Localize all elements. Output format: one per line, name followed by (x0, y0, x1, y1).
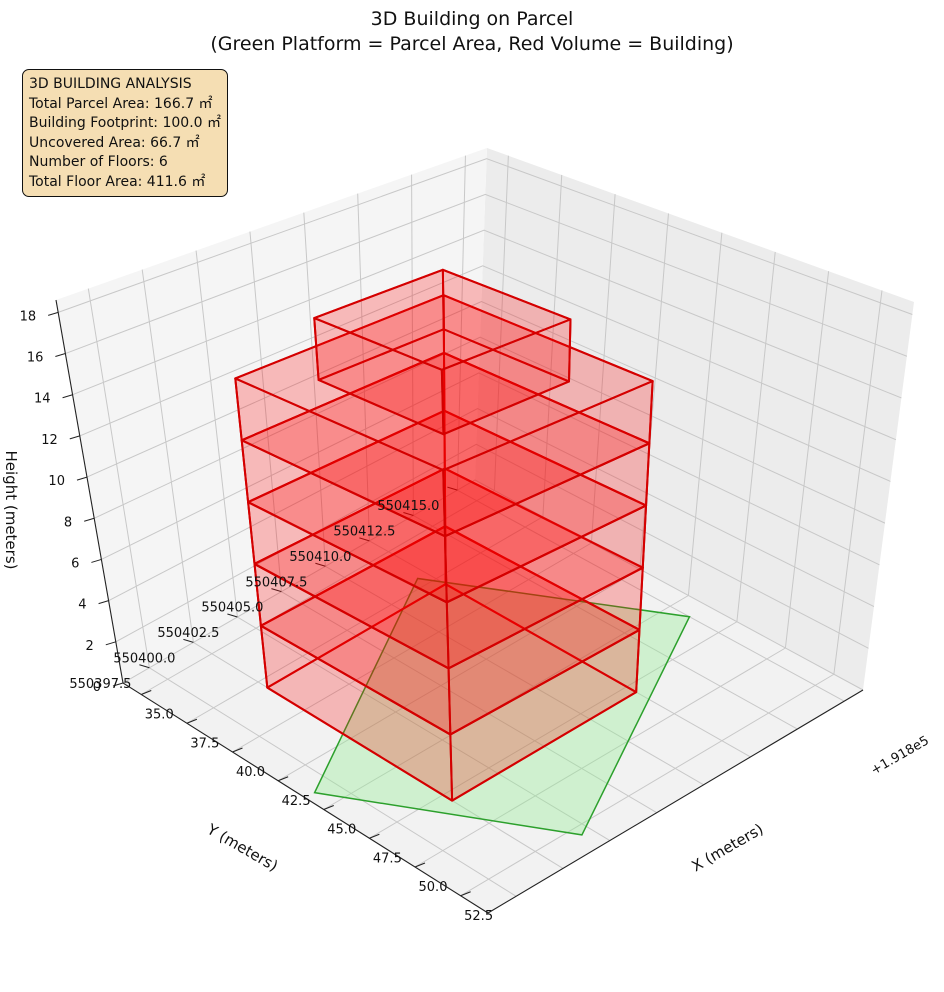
info-line-parcel-area: Total Parcel Area: 166.7 ㎡ (29, 95, 213, 112)
y-axis-label: Y (meters) (203, 820, 281, 875)
z-tick-label: 10 (48, 474, 65, 489)
building-floor-5 (234, 294, 654, 538)
grid-line-z (79, 265, 897, 441)
y-tick-label: 550415.0 (377, 499, 439, 514)
x-tick-label: 52.5 (464, 909, 493, 924)
y-tick-mark (359, 537, 370, 542)
info-line-uncovered-area: Uncovered Area: 66.7 ㎡ (29, 134, 200, 151)
axis-panes (56, 148, 914, 913)
x-tick-label: 35.0 (145, 708, 174, 723)
floor-face (313, 268, 572, 371)
floor-face (234, 294, 654, 472)
grid-line-z (122, 479, 864, 691)
z-tick-label: 0 (93, 680, 101, 695)
floor-pane (123, 480, 863, 913)
y-tick-mark (271, 588, 282, 593)
x-tick-label: 42.5 (282, 794, 311, 809)
info-line-floors: Number of Floors: 6 (29, 154, 168, 171)
y-tick-mark (183, 638, 194, 643)
z-tick-label: 2 (86, 639, 94, 654)
info-line-footprint: Building Footprint: 100.0 ㎡ (29, 115, 222, 132)
z-tick-label: 4 (78, 598, 86, 613)
y-tick-label: 550410.0 (289, 550, 351, 565)
x-tick-label: 37.5 (190, 736, 219, 751)
y-tick-mark (139, 664, 150, 669)
info-box: 3D BUILDING ANALYSIS Total Parcel Area: … (22, 69, 228, 197)
back-left-pane (56, 148, 487, 683)
y-tick-label: 550405.0 (201, 601, 263, 616)
z-tick-mark (91, 558, 102, 563)
grid-line-z (115, 443, 869, 649)
z-tick-label: 14 (34, 392, 51, 407)
x-tick-mark (232, 747, 243, 753)
x-tick-label: 40.0 (236, 765, 265, 780)
y-tick-label: 550397.5 (69, 677, 131, 692)
building-floor-6 (313, 268, 572, 436)
building-layer (234, 268, 654, 802)
x-tick-mark (323, 805, 334, 810)
y-tick-mark (447, 486, 458, 491)
x-tick-mark (186, 718, 198, 724)
y-tick-label: 550402.5 (157, 626, 219, 641)
y-tick-mark (403, 512, 414, 517)
x-axis-label: X (meters) (688, 820, 766, 875)
z-tick-mark (69, 435, 80, 440)
x-tick-mark (141, 690, 152, 695)
z-tick-mark (62, 394, 73, 399)
z-tick-mark (84, 517, 95, 522)
y-axis-line (122, 682, 489, 914)
x-offset-label: +1.918e5 (869, 733, 932, 778)
chart-title: 3D Building on Parcel (371, 8, 574, 30)
y-tick-mark (315, 562, 326, 567)
grid-line-z (86, 300, 891, 482)
axis-lines (48, 299, 864, 914)
x-tick-label: 50.0 (419, 880, 448, 895)
z-tick-mark (112, 682, 124, 687)
tick-labels: 35.0 37.5 40.0 42.5 45.0 47.5 50.0 52.5 550397.5… (20, 309, 493, 923)
z-tick-mark (55, 353, 66, 358)
z-axis-label: Height (meters) (2, 451, 20, 570)
z-tick-mark (76, 476, 88, 481)
building-floor-1 (259, 525, 641, 802)
z-tick-label: 6 (71, 556, 79, 571)
grid-line-z (108, 408, 875, 608)
x-tick-mark (414, 862, 426, 868)
y-tick-mark (227, 613, 238, 618)
y-tick-label: 550412.5 (333, 525, 395, 540)
x-axis-line (487, 689, 864, 914)
grid-line-z (65, 193, 908, 357)
x-tick-mark (369, 833, 380, 839)
grid-line-z (57, 158, 913, 315)
z-tick-label: 12 (41, 433, 58, 448)
z-tick-mark (48, 311, 59, 316)
x-tick-label: 47.5 (373, 851, 402, 866)
grid-line-z (93, 336, 886, 524)
y-tick-label: 550407.5 (245, 575, 307, 590)
z-tick-label: 8 (64, 515, 72, 530)
z-tick-mark (98, 600, 109, 605)
back-right-pane (475, 148, 914, 690)
x-tick-label: 45.0 (327, 823, 356, 838)
grid-line-z (101, 372, 880, 566)
z-axis-line (55, 299, 124, 684)
info-line-heading: 3D BUILDING ANALYSIS (29, 76, 192, 92)
info-line-floor-area: Total Floor Area: 411.6 ㎡ (29, 173, 206, 190)
z-tick-mark (105, 641, 116, 646)
chart-subtitle: (Green Platform = Parcel Area, Red Volum… (210, 33, 733, 55)
z-tick-label: 16 (27, 351, 44, 366)
grid-line-z (72, 229, 902, 399)
x-tick-mark (277, 776, 289, 782)
z-tick-label: 18 (20, 309, 37, 324)
x-tick-mark (460, 891, 471, 897)
y-tick-label: 550400.0 (113, 651, 175, 666)
